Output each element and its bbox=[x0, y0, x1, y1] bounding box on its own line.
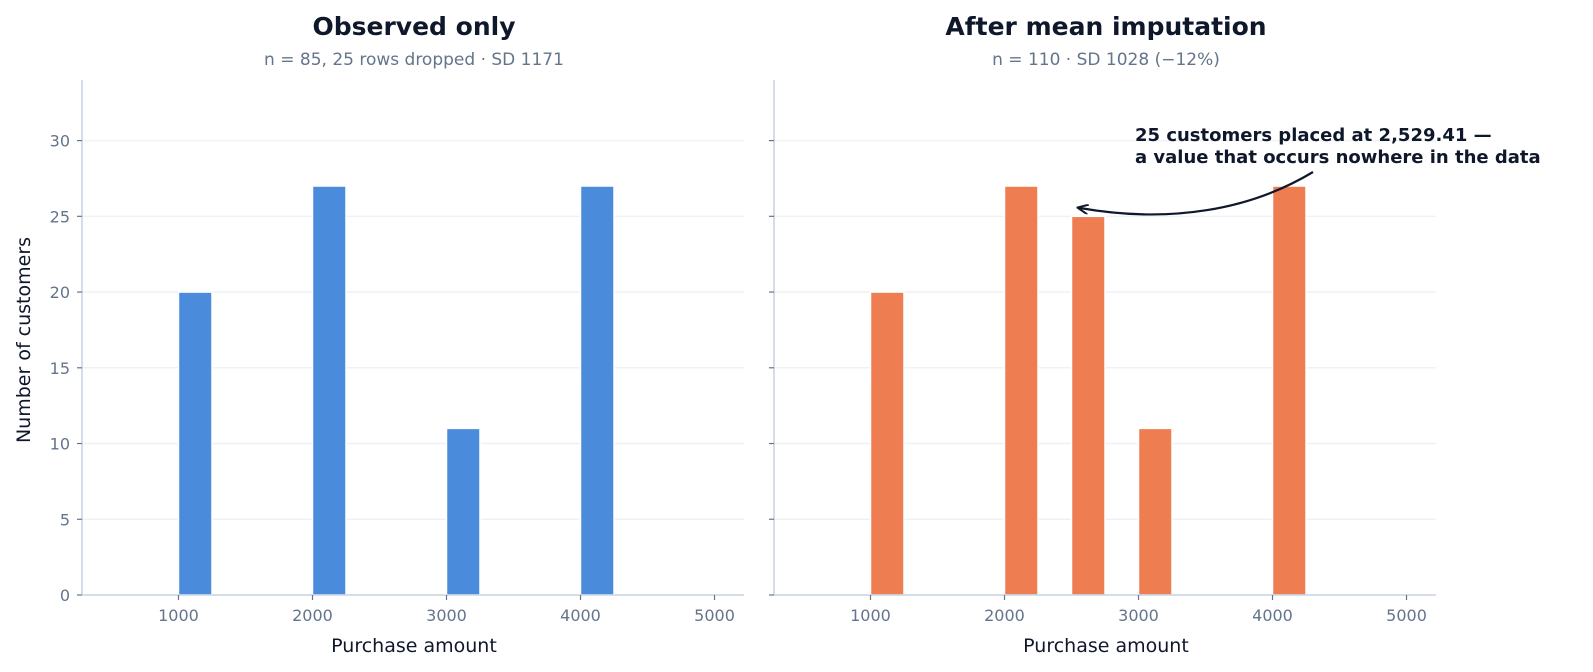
x-tick-label: 4000 bbox=[560, 606, 601, 625]
y-tick-label: 0 bbox=[60, 586, 70, 605]
x-tick-label: 1000 bbox=[850, 606, 891, 625]
histogram-bar bbox=[1003, 185, 1039, 596]
x-axis-title: Purchase amount bbox=[1023, 635, 1189, 657]
chart-title: After mean imputation bbox=[945, 12, 1266, 41]
histogram-bar bbox=[1271, 185, 1307, 596]
x-tick-label: 3000 bbox=[1118, 606, 1159, 625]
chart-title: Observed only bbox=[312, 12, 515, 41]
histogram-bar bbox=[445, 427, 481, 596]
histogram-bar bbox=[311, 185, 347, 596]
y-tick-label: 10 bbox=[50, 435, 70, 454]
annotation: 25 customers placed at 2,529.41 — a valu… bbox=[1078, 125, 1541, 216]
annotation-arrow bbox=[1078, 171, 1314, 216]
panel-after-mean-imputation: After mean imputation n = 110 · SD 1028 … bbox=[769, 12, 1541, 657]
histogram-bar bbox=[579, 185, 615, 596]
histogram-bar bbox=[177, 291, 213, 596]
annotation-text-line-1: 25 customers placed at 2,529.41 — bbox=[1135, 125, 1492, 146]
y-tick-label: 30 bbox=[50, 132, 70, 151]
x-tick-label: 2000 bbox=[984, 606, 1025, 625]
x-tick-label: 5000 bbox=[694, 606, 735, 625]
chart-subtitle: n = 85, 25 rows dropped · SD 1171 bbox=[264, 50, 564, 70]
chart-subtitle: n = 110 · SD 1028 (−12%) bbox=[992, 50, 1220, 70]
histogram-bar bbox=[1070, 215, 1106, 596]
y-tick-label: 5 bbox=[60, 510, 70, 529]
x-tick-label: 4000 bbox=[1252, 606, 1293, 625]
histogram-bar bbox=[869, 291, 905, 596]
y-axis-title: Number of customers bbox=[13, 237, 35, 443]
x-tick-label: 1000 bbox=[158, 606, 199, 625]
x-axis-title: Purchase amount bbox=[331, 635, 497, 657]
histogram-bar bbox=[1137, 427, 1173, 596]
x-tick-label: 5000 bbox=[1386, 606, 1427, 625]
annotation-text-line-2: a value that occurs nowhere in the data bbox=[1135, 147, 1541, 168]
panel-observed-only: Observed only n = 85, 25 rows dropped · … bbox=[13, 12, 744, 657]
y-tick-label: 20 bbox=[50, 283, 70, 302]
x-tick-label: 2000 bbox=[292, 606, 333, 625]
y-tick-label: 15 bbox=[50, 359, 70, 378]
y-tick-label: 25 bbox=[50, 207, 70, 226]
x-tick-label: 3000 bbox=[426, 606, 467, 625]
